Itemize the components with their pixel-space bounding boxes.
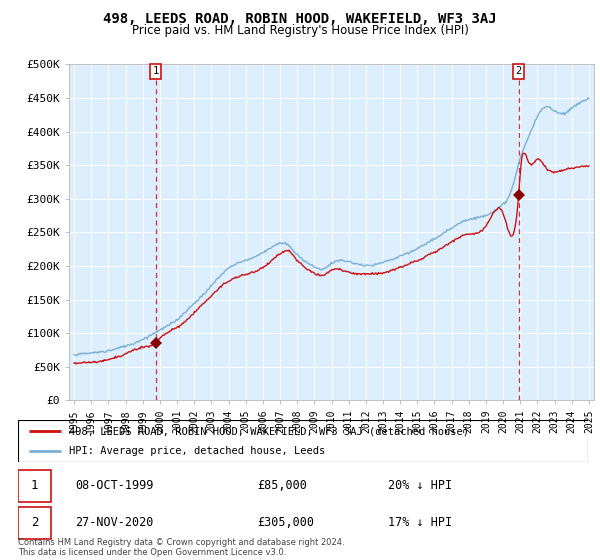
Text: 27-NOV-2020: 27-NOV-2020 [75,516,154,529]
Text: 2: 2 [515,66,521,76]
Text: 20% ↓ HPI: 20% ↓ HPI [389,479,452,492]
Text: 08-OCT-1999: 08-OCT-1999 [75,479,154,492]
Text: 2: 2 [31,516,38,529]
Text: HPI: Average price, detached house, Leeds: HPI: Average price, detached house, Leed… [70,446,326,456]
Text: Price paid vs. HM Land Registry's House Price Index (HPI): Price paid vs. HM Land Registry's House … [131,24,469,36]
Text: 498, LEEDS ROAD, ROBIN HOOD, WAKEFIELD, WF3 3AJ (detached house): 498, LEEDS ROAD, ROBIN HOOD, WAKEFIELD, … [70,426,469,436]
Text: Contains HM Land Registry data © Crown copyright and database right 2024.
This d: Contains HM Land Registry data © Crown c… [18,538,344,557]
Text: 1: 1 [152,66,159,76]
Text: 498, LEEDS ROAD, ROBIN HOOD, WAKEFIELD, WF3 3AJ: 498, LEEDS ROAD, ROBIN HOOD, WAKEFIELD, … [103,12,497,26]
Text: 1: 1 [31,479,38,492]
Text: £305,000: £305,000 [257,516,314,529]
Text: 17% ↓ HPI: 17% ↓ HPI [389,516,452,529]
FancyBboxPatch shape [18,507,51,539]
Text: £85,000: £85,000 [257,479,307,492]
FancyBboxPatch shape [18,470,51,502]
